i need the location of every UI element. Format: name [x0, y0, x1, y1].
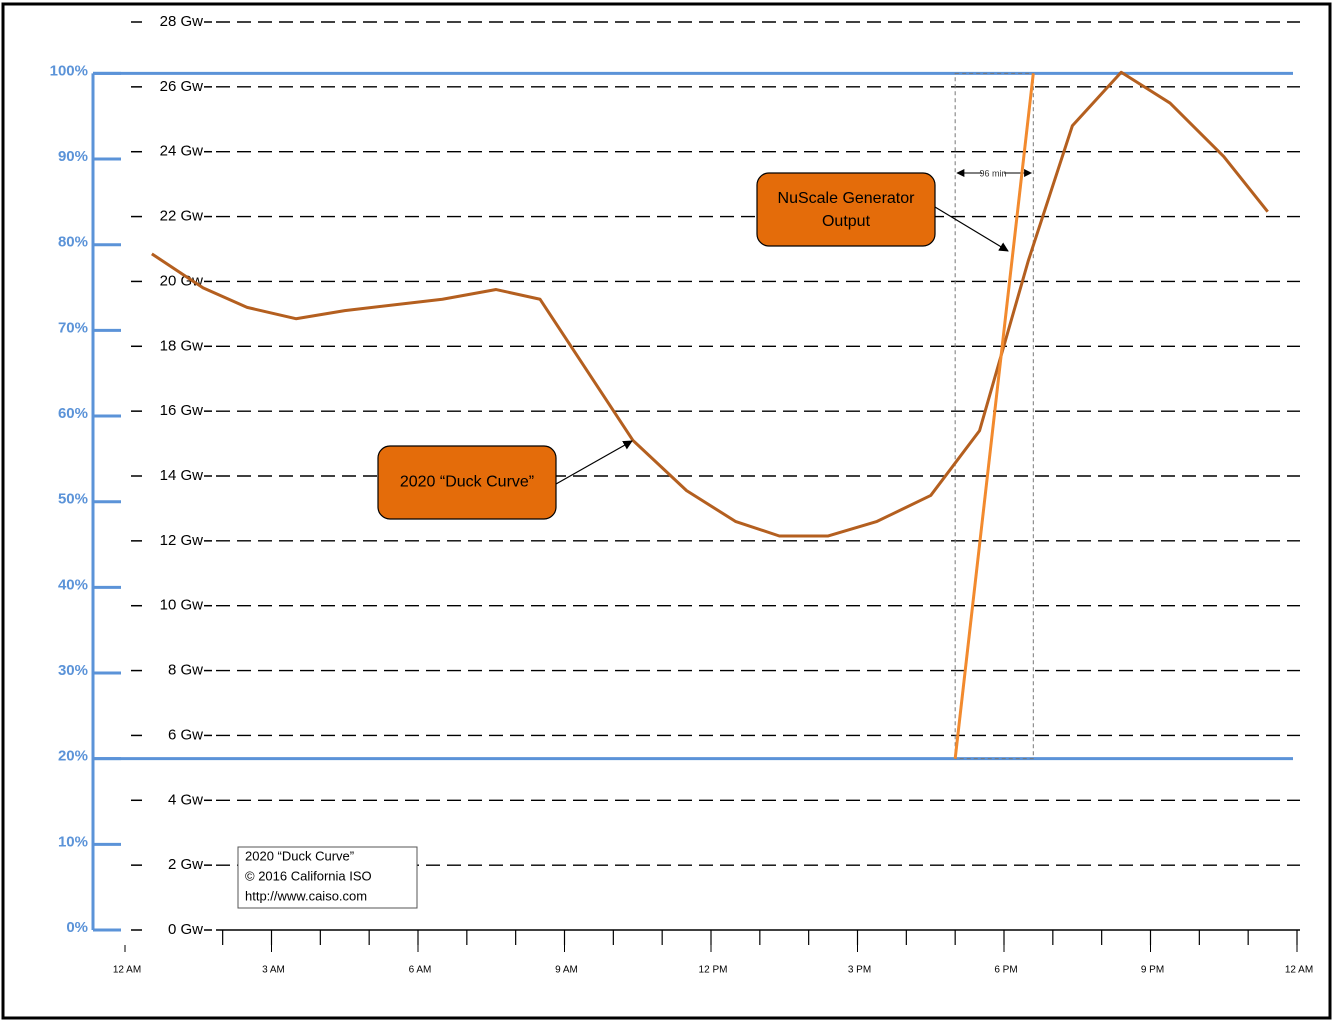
source-text: © 2016 California ISO	[245, 868, 372, 883]
y-tick-label: 8 Gw	[168, 662, 203, 679]
y2-tick-label: 100%	[50, 62, 88, 79]
span-box	[954, 72, 1034, 760]
x-tick-label: 3 AM	[262, 965, 285, 976]
y-tick-label: 20 Gw	[160, 272, 204, 289]
series-line	[953, 73, 1035, 759]
span-label: 96 min	[979, 168, 1006, 178]
source-text: 2020 “Duck Curve”	[245, 848, 354, 863]
x-tick-label: 12 AM	[1285, 965, 1313, 976]
y-tick-label: 24 Gw	[160, 143, 204, 160]
x-tick-label: 6 AM	[409, 965, 432, 976]
y-tick-label: 28 Gw	[160, 13, 204, 30]
series-line	[151, 70, 1269, 538]
legend-label: 2020 “Duck Curve”	[400, 474, 534, 491]
y-tick-label: 6 Gw	[168, 726, 203, 743]
y2-tick-label: 0%	[66, 919, 88, 936]
y2-tick-label: 30%	[58, 662, 88, 679]
x-tick-label: 9 AM	[555, 965, 578, 976]
source-box	[237, 846, 418, 909]
y-tick-label: 0 Gw	[168, 921, 203, 938]
source-text: http://www.caiso.com	[245, 888, 367, 903]
callout-arrow	[555, 440, 633, 485]
y2-tick-label: 20%	[58, 748, 88, 765]
y-tick-label: 14 Gw	[160, 467, 204, 484]
y-tick-label: 16 Gw	[160, 402, 204, 419]
x-tick-label: 9 PM	[1141, 965, 1164, 976]
y2-tick-label: 80%	[58, 234, 88, 251]
y2-tick-label: 40%	[58, 576, 88, 593]
x-tick-label: 3 PM	[848, 965, 871, 976]
y-tick-label: 12 Gw	[160, 532, 204, 549]
y-tick-label: 22 Gw	[160, 208, 204, 225]
x-tick-label: 6 PM	[994, 965, 1017, 976]
callout-box	[377, 445, 557, 520]
y2-tick-label: 70%	[58, 319, 88, 336]
y2-tick-label: 10%	[58, 833, 88, 850]
y-tick-label: 26 Gw	[160, 78, 204, 95]
callout-box	[756, 172, 936, 247]
y2-tick-label: 60%	[58, 405, 88, 422]
y2-tick-label: 90%	[58, 148, 88, 165]
x-tick-label: 12 AM	[113, 965, 141, 976]
legend-label: NuScale Generator Output	[778, 190, 916, 230]
x-tick-label: 12 PM	[699, 965, 728, 976]
y-tick-label: 10 Gw	[160, 597, 204, 614]
callout-arrow	[934, 206, 1009, 252]
y-tick-label: 18 Gw	[160, 337, 204, 354]
y-tick-label: 2 Gw	[168, 856, 203, 873]
y-tick-label: 4 Gw	[168, 791, 203, 808]
y2-tick-label: 50%	[58, 491, 88, 508]
